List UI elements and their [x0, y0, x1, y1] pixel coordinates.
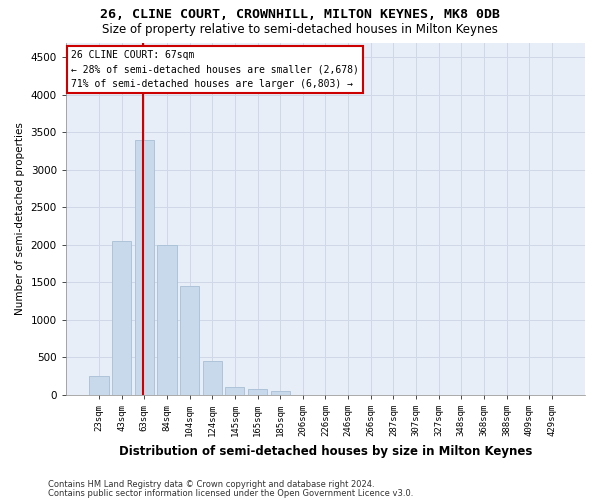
Bar: [225, 388, 244, 395]
Text: 26 CLINE COURT: 67sqm
← 28% of semi-detached houses are smaller (2,678)
71% of s: 26 CLINE COURT: 67sqm ← 28% of semi-deta…: [71, 50, 359, 89]
Bar: [157, 245, 176, 395]
Text: 26, CLINE COURT, CROWNHILL, MILTON KEYNES, MK8 0DB: 26, CLINE COURT, CROWNHILL, MILTON KEYNE…: [100, 8, 500, 20]
Bar: [180, 286, 199, 395]
Bar: [271, 391, 290, 395]
Text: Contains public sector information licensed under the Open Government Licence v3: Contains public sector information licen…: [48, 489, 413, 498]
Bar: [89, 376, 109, 395]
Bar: [203, 361, 222, 395]
Bar: [248, 390, 267, 395]
Bar: [112, 241, 131, 395]
Text: Size of property relative to semi-detached houses in Milton Keynes: Size of property relative to semi-detach…: [102, 22, 498, 36]
Text: Contains HM Land Registry data © Crown copyright and database right 2024.: Contains HM Land Registry data © Crown c…: [48, 480, 374, 489]
Y-axis label: Number of semi-detached properties: Number of semi-detached properties: [15, 122, 25, 315]
Bar: [135, 140, 154, 395]
X-axis label: Distribution of semi-detached houses by size in Milton Keynes: Distribution of semi-detached houses by …: [119, 444, 532, 458]
